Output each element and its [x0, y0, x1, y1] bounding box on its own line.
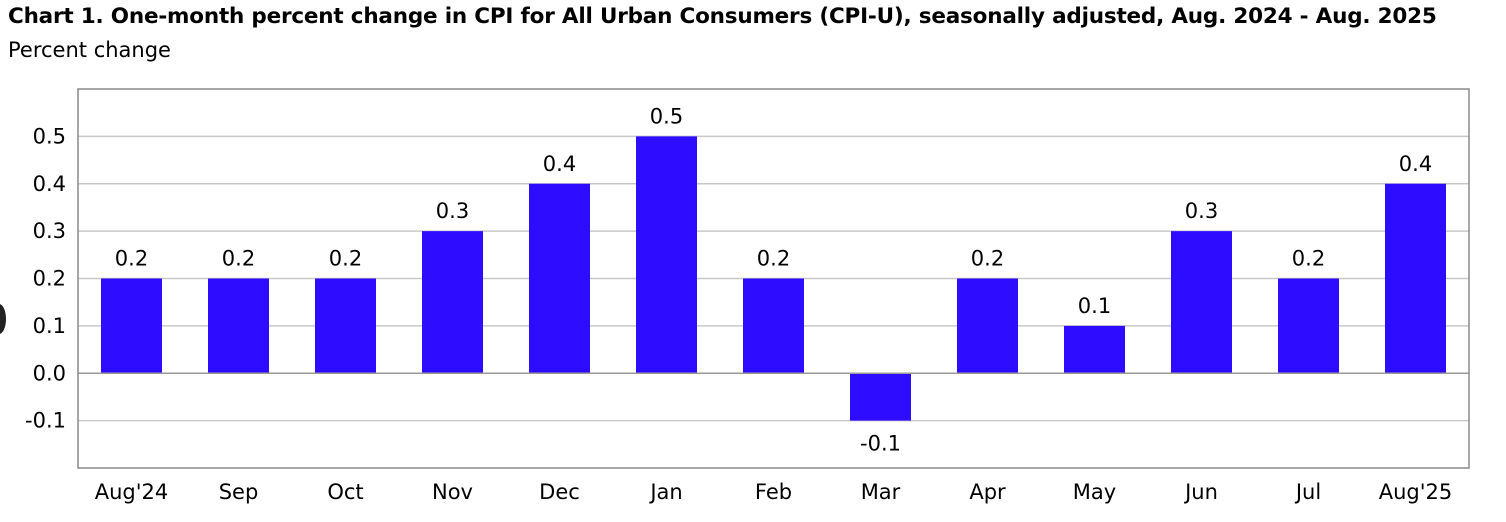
x-tick-label: Jul [1294, 480, 1321, 504]
bar-sep [208, 278, 269, 374]
y-tick-label: 0.2 [33, 267, 66, 291]
y-tick-label: 0.4 [33, 172, 66, 196]
page-bullet [0, 304, 6, 334]
data-label: 0.1 [1078, 294, 1111, 318]
y-tick-label: -0.1 [25, 409, 66, 433]
x-tick-label: Jun [1183, 480, 1218, 504]
data-label: 0.3 [1185, 199, 1218, 223]
data-label: 0.2 [329, 247, 362, 271]
bar-nov [422, 231, 483, 374]
bar-jul [1278, 278, 1339, 374]
data-label: 0.2 [222, 247, 255, 271]
data-labels: 0.2 0.2 0.2 0.3 0.4 0.5 0.2 -0.1 0.2 0.1 0.3 0.2 0.4 [115, 104, 1432, 455]
data-label: 0.4 [543, 152, 576, 176]
bars [101, 136, 1446, 421]
x-tick-label: Nov [432, 480, 473, 504]
x-tick-label: Oct [327, 480, 363, 504]
bar-may [1064, 325, 1125, 374]
y-tick-label: 0.0 [33, 361, 66, 385]
x-tick-label: Mar [861, 480, 901, 504]
x-tick-label: Dec [539, 480, 580, 504]
bar-aug25 [1385, 183, 1446, 374]
x-tick-label: Aug'24 [95, 480, 169, 504]
data-label: 0.5 [650, 104, 683, 128]
y-axis-unit-label: Percent change [8, 38, 171, 62]
data-label: 0.3 [436, 199, 469, 223]
plot-frame [77, 88, 1470, 469]
x-tick-label: Jan [648, 480, 682, 504]
y-axis-ticks: 0.5 0.4 0.3 0.2 0.1 0.0 -0.1 [25, 124, 66, 432]
y-tick-label: 0.1 [33, 314, 66, 338]
data-label: 0.2 [971, 247, 1004, 271]
chart-title: Chart 1. One-month percent change in CPI… [8, 4, 1437, 29]
y-tick-label: 0.5 [33, 124, 66, 148]
y-tick-label: 0.3 [33, 219, 66, 243]
data-label: 0.2 [1292, 247, 1325, 271]
x-tick-label: Aug'25 [1379, 480, 1453, 504]
data-label: 0.4 [1399, 152, 1432, 176]
data-label: 0.2 [115, 247, 148, 271]
x-tick-label: May [1073, 480, 1116, 504]
x-tick-label: Feb [755, 480, 792, 504]
x-tick-label: Apr [969, 480, 1006, 504]
bar-feb [743, 278, 804, 374]
bar-oct [315, 278, 376, 374]
x-tick-label: Sep [219, 480, 259, 504]
bar-aug24 [101, 278, 162, 374]
bar-jan [636, 136, 697, 374]
data-label: 0.2 [757, 247, 790, 271]
data-label: -0.1 [860, 432, 901, 456]
bar-jun [1171, 231, 1232, 374]
bar-apr [957, 278, 1018, 374]
bar-mar [850, 373, 911, 421]
bar-dec [529, 183, 590, 374]
x-axis-labels: Aug'24 Sep Oct Nov Dec Jan Feb Mar Apr May Jun Jul A… [95, 480, 1453, 504]
